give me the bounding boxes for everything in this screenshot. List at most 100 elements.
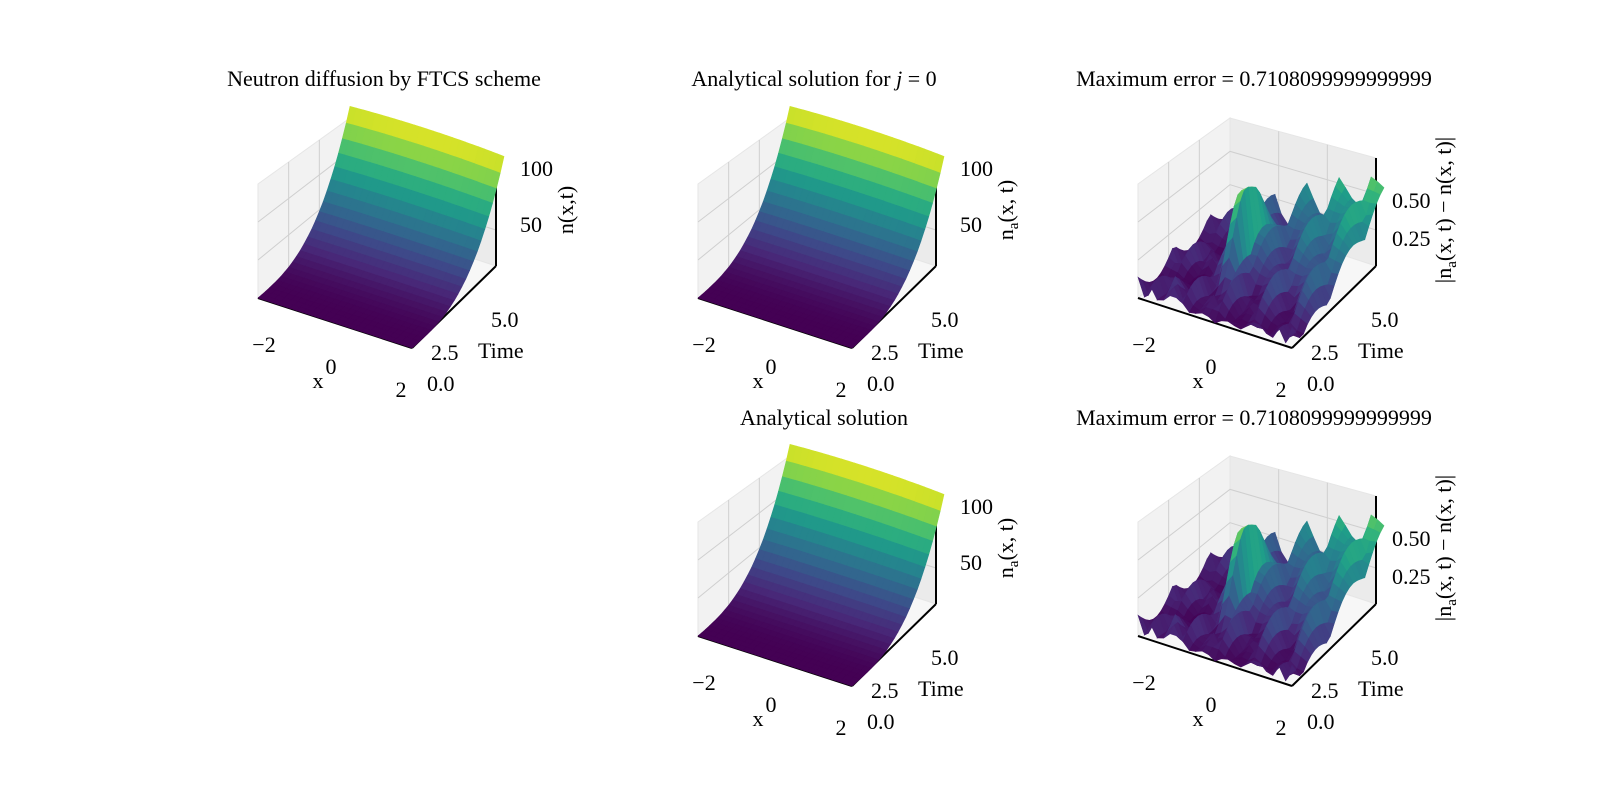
y-tick-label: 2.5 (1311, 340, 1339, 365)
x-axis-label: x (1193, 368, 1204, 393)
z-tick-labels: 0.50 0.25 (1392, 526, 1431, 589)
z-tick-label: 50 (960, 212, 982, 237)
surface-plot (1137, 176, 1385, 344)
x-tick-label: −2 (1132, 332, 1155, 357)
x-tick-labels: −2 0 2 (692, 670, 846, 740)
y-tick-label: 5.0 (1371, 307, 1399, 332)
x-tick-label: −2 (692, 332, 715, 357)
x-tick-labels: −2 0 2 (1132, 670, 1286, 740)
z-label-pre: |n (1431, 268, 1456, 283)
y-tick-label: 0.0 (867, 371, 895, 396)
y-axis-label: Time (918, 676, 964, 701)
y-axis-line (1291, 603, 1377, 687)
y-tick-label: 0.0 (1307, 371, 1335, 396)
z-label-rest: (x, t) − n(x, t)| (1431, 475, 1456, 599)
z-label-rest: (x, t) (993, 518, 1018, 561)
z-label-rest: (x, t) − n(x, t)| (1431, 137, 1456, 261)
x-tick-label: 2 (396, 377, 407, 402)
z-tick-label: 50 (960, 550, 982, 575)
panel-title: Neutron diffusion by FTCS scheme (227, 66, 541, 91)
surface-plot (697, 106, 945, 349)
panel-title: Analytical solution for j = 0 (691, 66, 936, 91)
x-tick-label: 0 (326, 354, 337, 379)
panel-title: Maximum error = 0.7108099999999999 (1076, 405, 1432, 430)
z-tick-label: 0.50 (1392, 188, 1431, 213)
z-axis-label: |na(x, t) − n(x, t)| (1431, 137, 1460, 283)
z-axis-label: na(x, t) (993, 518, 1022, 578)
z-label-main: n (993, 229, 1018, 240)
y-axis-label: Time (1358, 338, 1404, 363)
z-label-rest: (x, t) (993, 180, 1018, 223)
y-tick-label: 5.0 (491, 307, 519, 332)
x-tick-labels: −2 0 2 (252, 332, 406, 402)
z-tick-label: 0.25 (1392, 226, 1431, 251)
z-label-subscript: a (1444, 599, 1460, 606)
z-tick-label: 100 (520, 156, 553, 181)
z-tick-labels: 100 50 (960, 494, 993, 575)
x-axis-label: x (753, 368, 764, 393)
y-tick-label: 5.0 (931, 307, 959, 332)
title-variable: j (893, 66, 902, 91)
x-tick-label: −2 (252, 332, 275, 357)
panel-ftcs: Neutron diffusion by FTCS scheme 100 50 … (227, 66, 578, 402)
y-tick-labels: 0.0 2.5 5.0 (427, 307, 519, 396)
z-label-main: n (993, 567, 1018, 578)
z-label-pre: |n (1431, 606, 1456, 621)
x-tick-labels: −2 0 2 (692, 332, 846, 402)
surface-plot (697, 444, 945, 687)
z-axis-label: n(x,t) (553, 186, 578, 234)
surface-facet (845, 342, 857, 349)
z-tick-label: 100 (960, 494, 993, 519)
y-tick-label: 2.5 (871, 678, 899, 703)
surface-facet (1285, 326, 1297, 343)
x-tick-label: −2 (692, 670, 715, 695)
surface-facet (1285, 664, 1297, 681)
y-tick-label: 0.0 (427, 371, 455, 396)
y-tick-label: 5.0 (931, 645, 959, 670)
panel-title: Analytical solution (740, 405, 908, 430)
y-tick-label: 0.0 (1307, 709, 1335, 734)
y-tick-labels: 0.0 2.5 5.0 (867, 645, 959, 734)
surface-plot (1137, 514, 1385, 682)
x-tick-label: 0 (766, 692, 777, 717)
surface-plot (257, 106, 505, 349)
x-tick-label: 2 (836, 377, 847, 402)
y-tick-label: 2.5 (871, 340, 899, 365)
y-tick-label: 5.0 (1371, 645, 1399, 670)
y-tick-labels: 0.0 2.5 5.0 (1307, 645, 1399, 734)
z-axis-label: na(x, t) (993, 180, 1022, 240)
y-axis-line (1291, 265, 1377, 349)
x-axis-label: x (313, 368, 324, 393)
z-label-subscript: a (1006, 560, 1022, 567)
y-axis-label: Time (1358, 676, 1404, 701)
y-axis-label: Time (478, 338, 524, 363)
z-tick-labels: 100 50 (960, 156, 993, 237)
x-tick-label: 0 (1206, 354, 1217, 379)
z-label-subscript: a (1006, 222, 1022, 229)
panel-error-bottom: Maximum error = 0.7108099999999999 0.50 … (1076, 405, 1460, 740)
panel-title: Maximum error = 0.7108099999999999 (1076, 66, 1432, 91)
x-tick-label: 2 (1276, 715, 1287, 740)
z-tick-label: 0.25 (1392, 564, 1431, 589)
y-tick-labels: 0.0 2.5 5.0 (1307, 307, 1399, 396)
x-tick-labels: −2 0 2 (1132, 332, 1286, 402)
surface-facet (845, 680, 857, 687)
x-axis-label: x (753, 706, 764, 731)
z-label-subscript: a (1444, 261, 1460, 268)
x-axis-label: x (1193, 706, 1204, 731)
title-text: Analytical solution for (691, 66, 896, 91)
z-tick-label: 50 (520, 212, 542, 237)
z-tick-label: 0.50 (1392, 526, 1431, 551)
z-tick-labels: 0.50 0.25 (1392, 188, 1431, 251)
y-tick-label: 2.5 (431, 340, 459, 365)
title-rest: = 0 (902, 66, 936, 91)
panel-analytical-j0: Analytical solution for j = 0 100 50 na(… (691, 66, 1022, 402)
y-tick-label: 2.5 (1311, 678, 1339, 703)
panel-error-top: Maximum error = 0.7108099999999999 0.50 … (1076, 66, 1460, 402)
y-axis-label: Time (918, 338, 964, 363)
x-tick-label: 2 (836, 715, 847, 740)
panel-analytical: Analytical solution 100 50 na(x, t) −2 0… (692, 405, 1022, 740)
x-tick-label: 0 (1206, 692, 1217, 717)
x-tick-label: 2 (1276, 377, 1287, 402)
